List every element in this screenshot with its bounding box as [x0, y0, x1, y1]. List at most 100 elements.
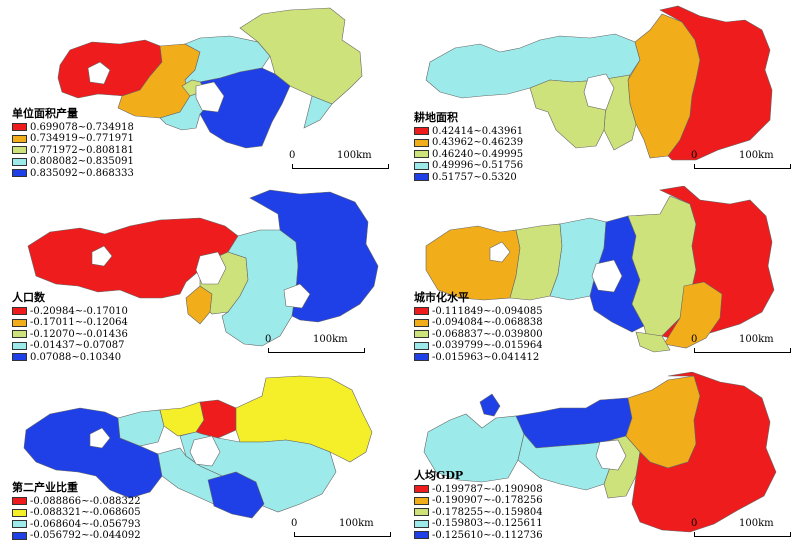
scale-bar-line: [694, 532, 791, 537]
scale-bar-line: [694, 164, 791, 169]
scale-distance-label: 100km: [739, 334, 774, 345]
choropleth-map: [425, 186, 775, 353]
legend-label: -0.199787~-0.190908: [432, 483, 543, 495]
legend-entry: -0.178255~-0.159804: [414, 507, 543, 519]
legend-entry: -0.094084~-0.068838: [414, 317, 543, 329]
legend-entry: 0.808082~0.835091: [12, 156, 134, 168]
legend-entry: -0.190907~-0.178256: [414, 495, 543, 507]
map-panel-gdp-per-capita: 人均GDP -0.199787~-0.190908 -0.190907~-0.17…: [400, 372, 800, 558]
legend-entry: 0.42414~0.43961: [414, 126, 523, 138]
scale-bar-line: [694, 348, 791, 353]
legend-entry: 0.734919~0.771971: [12, 133, 134, 145]
map-legend: 人均GDP -0.199787~-0.190908 -0.190907~-0.17…: [414, 470, 543, 541]
legend-label: -0.039799~-0.015964: [432, 340, 543, 351]
scale-bar: 0 100km: [265, 334, 368, 360]
scale-bar-line: [294, 532, 391, 537]
legend-swatch: [414, 496, 429, 505]
legend-swatch: [414, 307, 429, 316]
legend-title: 单位面积产量: [12, 107, 78, 120]
scale-zero-label: 0: [691, 334, 698, 345]
legend-swatch: [12, 531, 27, 540]
legend-label: 0.808082~0.835091: [30, 156, 134, 167]
legend-swatch: [414, 173, 429, 182]
scale-distance-label: 100km: [337, 150, 372, 161]
choropleth-map: [27, 189, 379, 347]
legend-swatch: [12, 353, 27, 362]
map-panel-arable-land: 耕地面积 0.42414~0.43961 0.43962~0.46239 0.462…: [400, 0, 800, 186]
legend-swatch: [414, 127, 429, 136]
scale-bar: 0 100km: [691, 518, 794, 544]
legend-entry: 0.46240~0.49995: [414, 149, 523, 161]
legend-label: -0.12070~-0.01436: [30, 328, 128, 340]
legend-swatch: [12, 169, 27, 178]
choropleth-map: [425, 5, 773, 161]
legend-label: -0.094084~-0.068838: [432, 317, 543, 328]
legend-entry: -0.068604~-0.056793: [12, 519, 141, 531]
legend-entry: -0.199787~-0.190908: [414, 484, 543, 496]
legend-swatch: [12, 146, 27, 155]
legend-label: -0.111849~-0.094085: [432, 305, 543, 317]
choropleth-map: [23, 375, 373, 519]
legend-swatch: [414, 138, 429, 147]
legend-entry: -0.015963~0.041412: [414, 352, 543, 364]
legend-label: 0.835092~0.868333: [30, 167, 134, 179]
choropleth-map: [57, 7, 363, 149]
choropleth-map: [423, 372, 777, 533]
legend-label: 0.07088~0.10340: [30, 351, 122, 363]
legend-label: 0.46240~0.49995: [432, 148, 524, 160]
legend-swatch: [414, 531, 429, 540]
legend-label: -0.015963~0.041412: [432, 351, 540, 363]
legend-label: -0.190907~-0.178256: [432, 495, 543, 506]
legend-swatch: [12, 134, 27, 143]
legend-label: 0.771972~0.808181: [30, 144, 134, 156]
legend-swatch: [12, 508, 27, 517]
legend-swatch: [414, 508, 429, 517]
scale-bar-line: [292, 164, 389, 169]
legend-entry: 0.51757~0.5320: [414, 172, 523, 184]
scale-bar: 0 100km: [691, 334, 794, 360]
legend-entry: 0.835092~0.868333: [12, 168, 134, 180]
legend-swatch: [12, 307, 27, 316]
scale-bar: 0 100km: [691, 150, 794, 176]
legend-swatch: [12, 520, 27, 529]
legend-swatch: [12, 497, 27, 506]
legend-label: -0.178255~-0.159804: [432, 506, 543, 518]
map-legend: 城市化水平 -0.111849~-0.094085 -0.094084~-0.06…: [414, 292, 543, 363]
legend-label: -0.20984~-0.17010: [30, 305, 128, 317]
legend-swatch: [12, 341, 27, 350]
legend-label: 0.699078~0.734918: [30, 121, 134, 133]
scale-zero-label: 0: [265, 334, 272, 345]
legend-title: 人均GDP: [414, 469, 464, 482]
legend-entry: -0.088866~-0.088322: [12, 496, 141, 508]
map-legend: 单位面积产量 0.699078~0.734918 0.734919~0.77197…: [12, 108, 134, 179]
legend-title: 耕地面积: [414, 111, 458, 124]
scale-distance-label: 100km: [339, 518, 374, 529]
scale-zero-label: 0: [291, 518, 298, 529]
legend-swatch: [414, 318, 429, 327]
legend-entry: 0.771972~0.808181: [12, 145, 134, 157]
scale-bar-line: [268, 348, 365, 353]
legend-swatch: [12, 157, 27, 166]
legend-swatch: [12, 318, 27, 327]
legend-label: 0.734919~0.771971: [30, 133, 134, 144]
legend-entry: -0.125610~-0.112736: [414, 530, 543, 542]
legend-entry: -0.039799~-0.015964: [414, 340, 543, 352]
legend-label: 0.49996~0.51756: [432, 160, 524, 171]
legend-label: -0.125610~-0.112736: [432, 529, 543, 541]
legend-label: -0.056792~-0.044092: [30, 530, 141, 541]
legend-swatch: [414, 330, 429, 339]
legend-swatch: [12, 330, 27, 339]
legend-entry: -0.111849~-0.094085: [414, 306, 543, 318]
map-panel-secondary-industry: 第二产业比重 -0.088866~-0.088322 -0.088321~-0.0…: [0, 372, 400, 558]
legend-swatch: [414, 353, 429, 362]
legend-label: 0.42414~0.43961: [432, 125, 524, 137]
scale-zero-label: 0: [289, 150, 296, 161]
legend-swatch: [414, 150, 429, 159]
map-legend: 第二产业比重 -0.088866~-0.088322 -0.088321~-0.0…: [12, 482, 141, 542]
legend-title: 城市化水平: [414, 291, 469, 304]
legend-label: -0.088321~-0.068605: [30, 507, 141, 518]
scale-distance-label: 100km: [739, 150, 774, 161]
legend-entry: -0.17011~-0.12064: [12, 317, 128, 329]
legend-label: -0.01437~0.07087: [30, 340, 125, 351]
scale-distance-label: 100km: [313, 334, 348, 345]
